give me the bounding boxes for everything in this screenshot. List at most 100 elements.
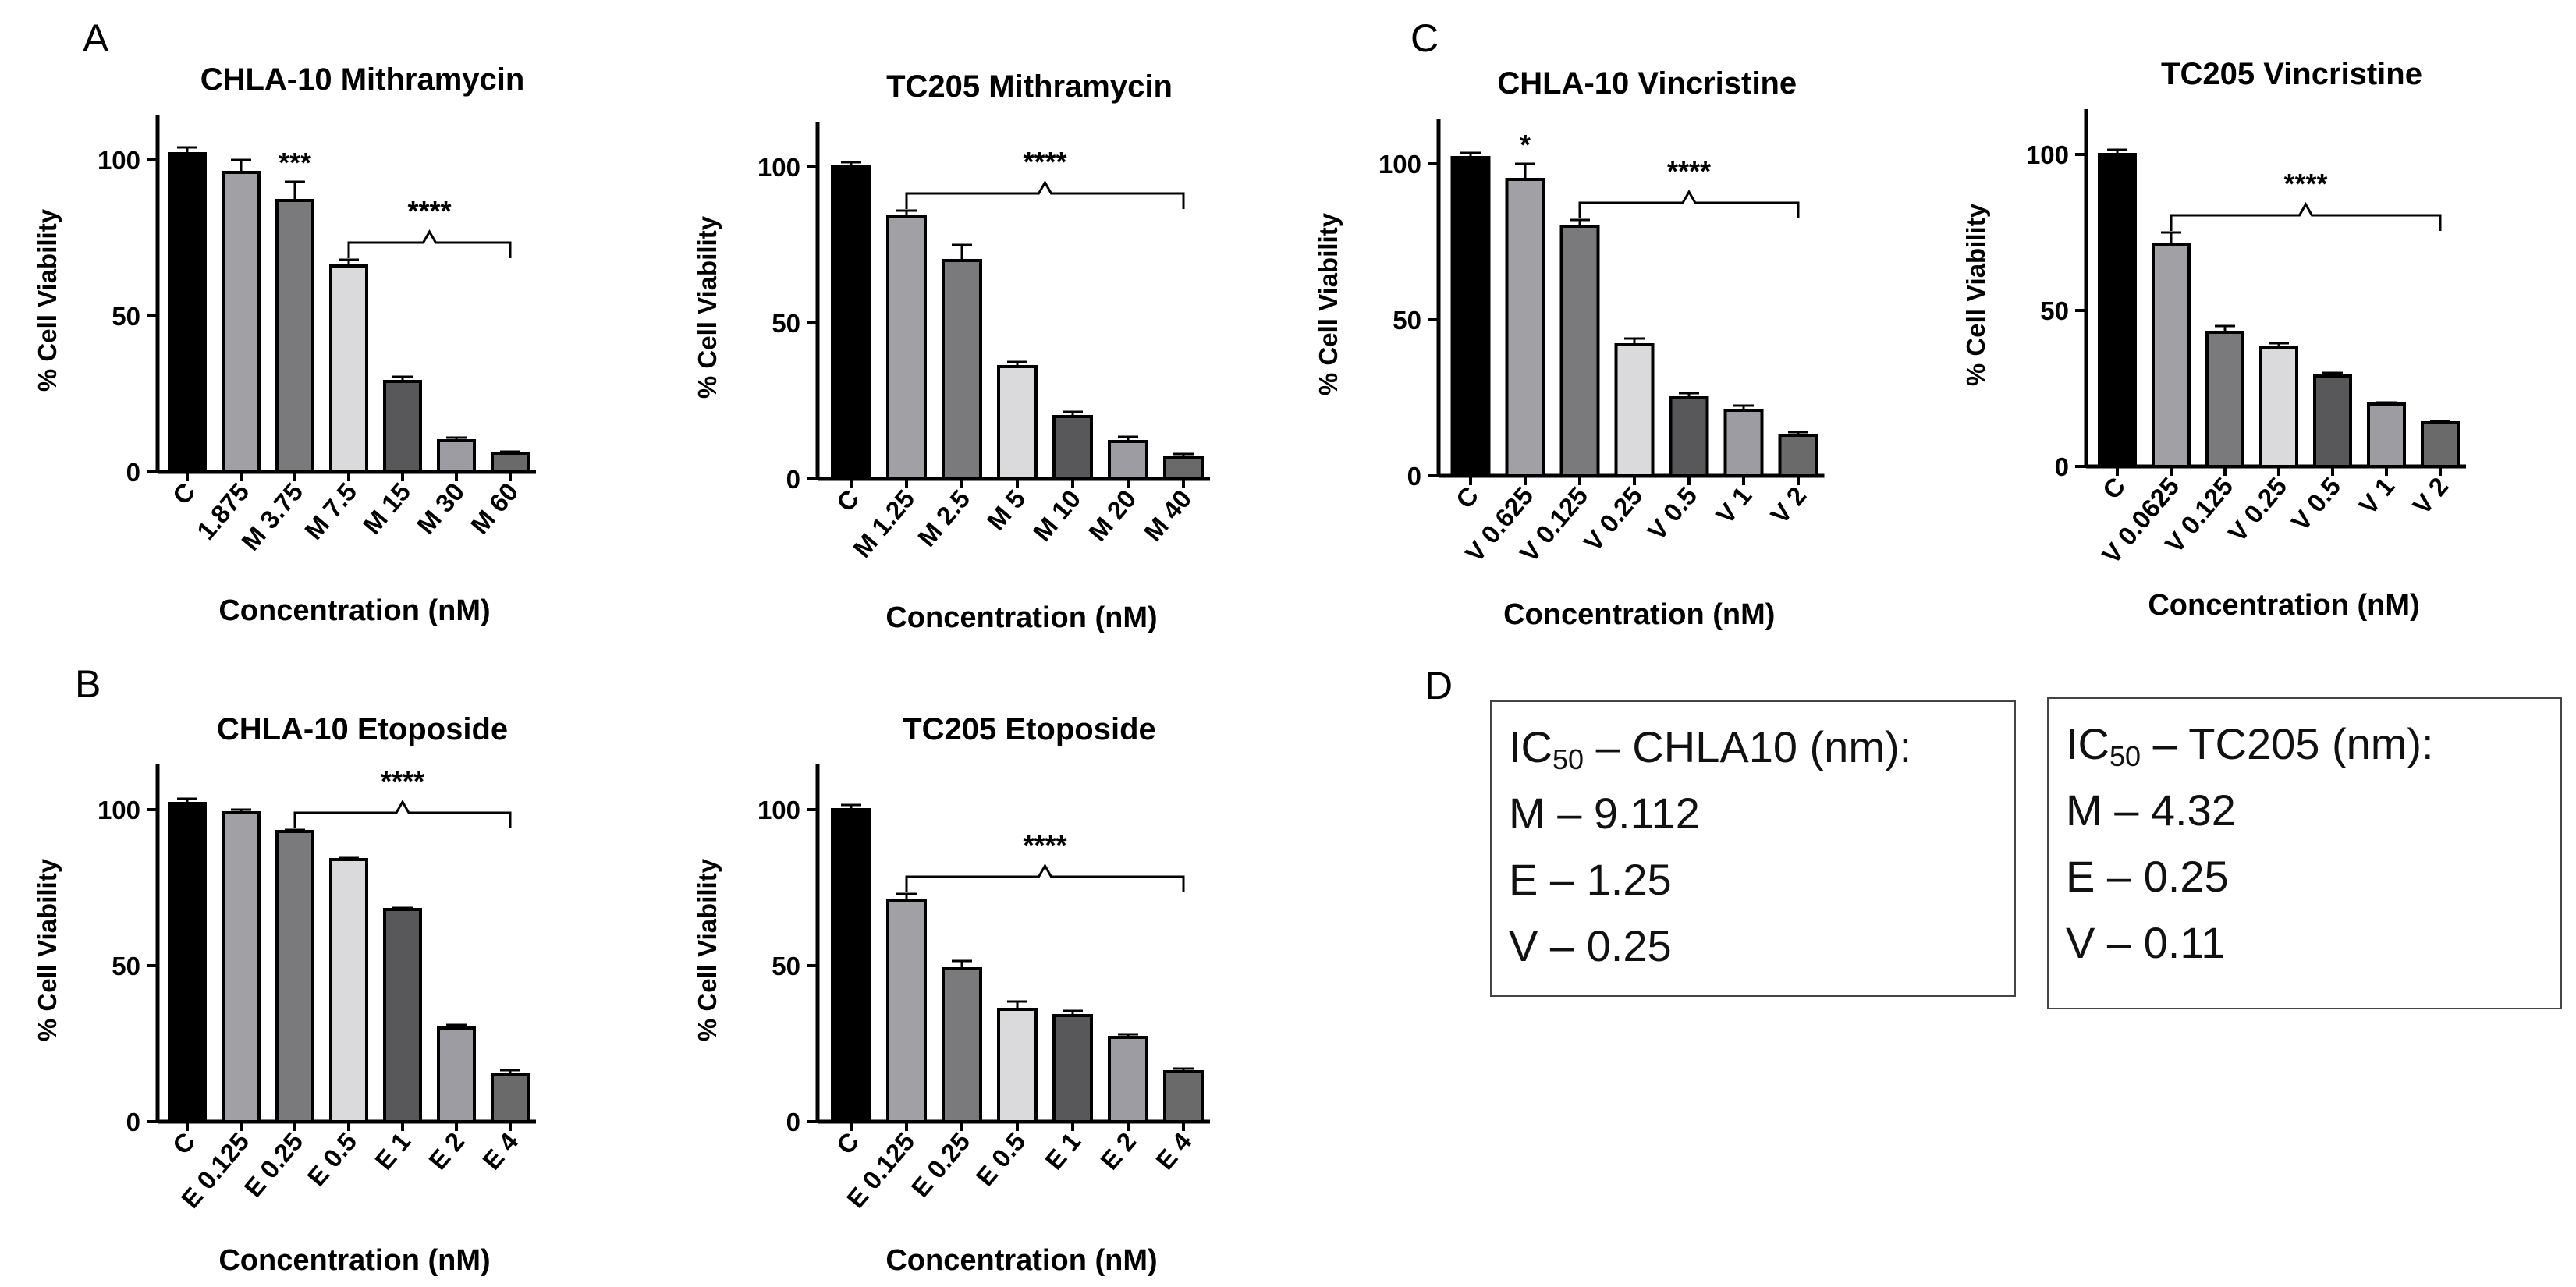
bar [2152,243,2191,468]
bar [437,1026,476,1123]
bar [1052,415,1093,480]
significance-bracket [293,799,512,828]
panel-letter-c: C [1410,16,1439,60]
x-tick-label: M 1.25 [847,484,920,563]
y-tick-label: 50 [112,952,140,980]
x-tick-label: M 60 [465,477,524,540]
y-axis-label: % Cell Viability [1961,203,1990,386]
bar [329,264,368,473]
significance-stars: **** [2283,168,2327,200]
bar [1108,440,1148,480]
bar [2259,346,2298,468]
bar [1778,434,1818,477]
bar [886,215,927,480]
bar [942,259,982,480]
ic50-heading-chla10: IC50 – CHLA10 (nm): [1509,725,1911,774]
y-axis-label: % Cell Viability [693,858,722,1041]
x-tick-label: E 0.5 [970,1127,1031,1192]
y-tick-label: 50 [1393,306,1421,335]
bar [1052,1014,1093,1123]
x-tick-label: C [1450,481,1485,514]
x-tick-label: M 30 [411,477,470,540]
x-tick-label: C [167,477,201,510]
bar [942,967,982,1123]
bar [2367,402,2406,468]
bar [1723,409,1764,477]
x-tick-label: C [831,484,865,517]
chart-title: TC205 Mithramycin [886,69,1173,104]
chart-panel-3: CHLA-10 Vincristine 0 50 100 % Cell Viabilit… [1314,66,1825,631]
bar [383,380,422,473]
significance-stars: **** [381,765,424,797]
x-tick-label: V 0.25 [2223,472,2293,548]
x-tick-label: M 2.5 [912,484,975,552]
x-tick-label: V 0.5 [1641,481,1702,546]
bar [329,858,368,1123]
bar [275,830,314,1123]
bar [997,1008,1038,1123]
bar [2313,374,2352,468]
x-tick-label: M 10 [1027,484,1087,547]
ic50-line-m-chla10: M – 9.112 [1509,789,1700,838]
x-axis-label: Concentration (nM) [2148,589,2419,622]
x-axis-label: Concentration (nM) [1503,598,1775,631]
significance-stars: *** [279,147,311,179]
y-tick-label: 0 [2055,452,2069,481]
panel-letter-b: B [75,662,101,706]
ic50-box-tc205: IC50 – TC205 (nm): M – 4.32 E – 0.25 V –… [2047,697,2562,1009]
ic50-heading-subscript: 50 [1552,743,1584,775]
x-axis-label: Concentration (nM) [885,601,1157,634]
significance-stars: **** [1023,146,1066,178]
bar [491,452,530,473]
bar [2421,421,2460,468]
significance-stars: * [1520,129,1531,161]
chart-title: CHLA-10 Etoposide [217,712,508,746]
bar [383,908,422,1123]
chart-title: TC205 Etoposide [903,712,1156,746]
y-axis-label: % Cell Viability [693,215,722,399]
y-axis-label: % Cell Viability [1314,212,1343,395]
significance-bracket [347,229,512,258]
ic50-box-chla10: IC50 – CHLA10 (nm): M – 9.112 E – 1.25 V… [1490,700,2016,997]
x-tick-label: E 0.25 [906,1127,976,1203]
ic50-line-e-chla10: E – 1.25 [1509,855,1672,904]
y-tick-label: 0 [126,458,140,487]
ic50-line-m-tc205: M – 4.32 [2066,785,2236,835]
x-tick-label: M 15 [357,477,417,540]
bar [1163,456,1204,480]
bar [1450,156,1491,477]
x-tick-label: E 4 [1150,1126,1198,1175]
bar [1614,343,1655,477]
y-tick-label: 100 [2026,140,2069,169]
bar [491,1073,530,1123]
bar [222,171,261,473]
y-tick-label: 100 [98,146,140,175]
x-tick-label: V 2 [1765,481,1811,530]
y-tick-label: 50 [772,952,800,980]
ic50-line-v-tc205: V – 0.11 [2066,918,2226,967]
ic50-line-e-tc205: E – 0.25 [2066,852,2229,901]
y-tick-label: 50 [772,309,800,338]
bar [886,899,927,1123]
x-tick-label: M 5 [981,484,1031,536]
significance-bracket [905,863,1185,892]
bar [275,199,314,473]
bar [1505,178,1545,477]
x-tick-label: V 2 [2407,472,2454,520]
y-tick-label: 100 [758,153,800,182]
x-tick-label: E 0.5 [301,1127,362,1192]
bar [222,811,261,1123]
bar [1108,1036,1148,1123]
ic50-heading-suffix: – CHLA10 (nm): [1584,722,1912,771]
y-axis-label: % Cell Viability [33,858,62,1041]
y-tick-label: 100 [758,796,800,824]
y-tick-label: 50 [112,302,140,331]
x-tick-label: M 3.75 [236,477,308,556]
bar [2098,153,2137,468]
chart-panel-4: TC205 Vincristine 0 50 100 % Cell Viability C… [1961,57,2466,622]
bar [168,152,207,473]
x-axis-label: Concentration (nM) [218,594,490,627]
panel-letter-d: D [1425,664,1453,707]
